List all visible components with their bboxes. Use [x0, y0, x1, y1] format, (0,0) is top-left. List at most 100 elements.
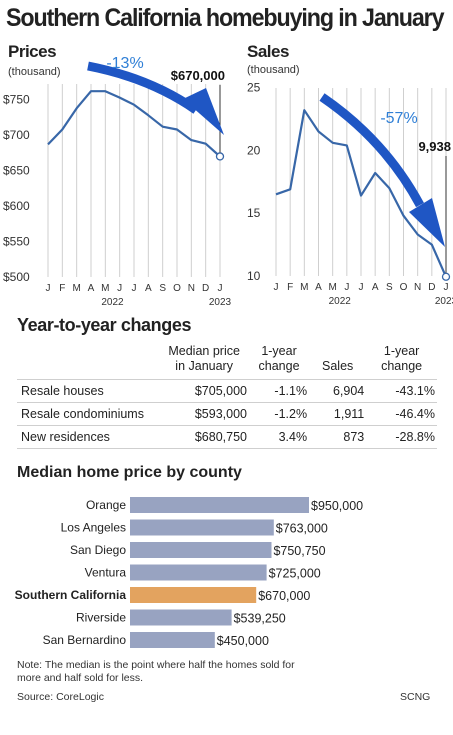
prices-chart-unit: (thousand)	[8, 66, 61, 78]
county-bar	[130, 519, 274, 536]
year-label: 2022	[101, 297, 124, 308]
x-tick-label: J	[117, 283, 122, 294]
table-cell: -43.1%	[366, 379, 437, 403]
county-value-label: $670,000	[258, 589, 310, 603]
x-tick-label: M	[328, 282, 336, 293]
x-tick-label: N	[414, 282, 421, 293]
sales-chart-unit: (thousand)	[247, 64, 300, 76]
table-cell: Resale houses	[17, 379, 160, 403]
county-value-label: $725,000	[269, 567, 321, 581]
table-cell: 1,911	[309, 402, 367, 426]
percent-change-label: -57%	[380, 110, 417, 127]
county-label: Orange	[86, 498, 126, 512]
year-label: 2022	[329, 296, 352, 307]
table-cell: 6,904	[309, 379, 367, 403]
x-tick-label: J	[274, 282, 279, 293]
x-tick-label: S	[386, 282, 393, 293]
x-tick-label: J	[46, 283, 51, 294]
percent-change-label: -13%	[106, 55, 143, 72]
table-cell: -28.8%	[366, 425, 437, 449]
x-tick-label: M	[101, 283, 109, 294]
series-line	[275, 109, 448, 278]
y-tick-label: 15	[247, 206, 261, 220]
y-tick-label: $600	[3, 199, 30, 213]
x-tick-label: M	[300, 282, 308, 293]
x-tick-label: J	[132, 283, 137, 294]
table-header: 1-year change	[381, 344, 423, 373]
x-tick-label: A	[88, 283, 95, 294]
county-label: Southern California	[15, 588, 127, 602]
x-tick-label: A	[315, 282, 322, 293]
y-tick-label: $750	[3, 93, 30, 107]
county-value-label: $750,750	[273, 544, 325, 558]
table-row: Resale houses $705,000 -1.1% 6,904 -43.1…	[17, 379, 437, 403]
table-header: Median price in January	[168, 344, 240, 373]
table-cell: -46.4%	[366, 402, 437, 426]
source-credit: Source: CoreLogic	[17, 691, 104, 703]
trend-arrow-head	[409, 198, 445, 247]
county-bar	[130, 587, 257, 603]
x-tick-label: O	[400, 282, 408, 293]
table-header	[17, 341, 159, 380]
county-label: San Diego	[70, 543, 126, 557]
end-value-label: $670,000	[171, 68, 225, 83]
table-cell: New residences	[17, 425, 160, 449]
county-bar-chart: Orange $950,000 Los Angeles $763,000 San Die…	[15, 497, 363, 648]
x-tick-label: F	[287, 282, 293, 293]
county-bar	[130, 497, 309, 513]
y-tick-label: $650	[3, 164, 30, 178]
series-line	[47, 90, 221, 158]
sales-chart: 10152025JFMAMJJASONDJ202220239,938-57%	[247, 81, 453, 307]
end-point-marker	[215, 152, 225, 161]
county-label: Riverside	[76, 611, 126, 625]
county-label: Los Angeles	[61, 521, 126, 535]
table-cell: $705,000	[159, 379, 249, 403]
table-cell: $593,000	[159, 402, 249, 426]
end-value-label: 9,938	[418, 139, 451, 154]
x-tick-label: A	[145, 283, 152, 294]
table-cell: Resale condominiums	[17, 402, 160, 426]
y-tick-label: 25	[247, 81, 261, 95]
table-header-row: Median price in January 1-year change Sa…	[17, 341, 437, 380]
x-tick-label: F	[59, 283, 65, 294]
sales-chart-title: Sales	[247, 42, 289, 61]
y-tick-label: $550	[3, 235, 30, 249]
changes-table: Median price in January 1-year change Sa…	[17, 341, 437, 449]
table-header: Sales	[322, 359, 354, 373]
footnote: Note: The median is the point where half…	[17, 659, 295, 684]
year-label: 2023	[435, 296, 453, 307]
county-bar	[130, 609, 232, 626]
y-tick-label: $500	[3, 270, 30, 284]
x-tick-label: A	[372, 282, 379, 293]
x-tick-label: D	[202, 283, 209, 294]
county-value-label: $539,250	[234, 612, 286, 626]
table-cell: -1.2%	[249, 402, 310, 426]
county-value-label: $950,000	[311, 499, 363, 513]
trend-arrow-head	[183, 88, 224, 135]
year-label: 2023	[209, 297, 232, 308]
trend-arrow-shaft	[319, 93, 424, 208]
table-title: Year-to-year changes	[17, 315, 192, 335]
x-tick-label: S	[159, 283, 166, 294]
x-tick-label: O	[173, 283, 181, 294]
table-cell: -1.1%	[249, 379, 310, 403]
y-tick-label: 20	[247, 143, 261, 157]
x-tick-label: N	[188, 283, 195, 294]
prices-chart-title: Prices	[8, 42, 57, 61]
county-label: San Bernardino	[43, 633, 127, 647]
end-point-marker	[441, 272, 451, 281]
table-row: Resale condominiums $593,000 -1.2% 1,911…	[17, 402, 437, 426]
table-cell: $680,750	[159, 425, 249, 449]
y-tick-label: $700	[3, 128, 30, 142]
county-bar	[130, 632, 215, 648]
x-tick-label: D	[428, 282, 435, 293]
x-tick-label: J	[444, 282, 449, 293]
county-value-label: $763,000	[276, 522, 328, 536]
x-tick-label: J	[359, 282, 364, 293]
county-chart-title: Median home price by county	[17, 464, 242, 481]
table-cell: 3.4%	[249, 425, 310, 449]
publisher-credit: SCNG	[400, 691, 431, 703]
county-value-label: $450,000	[217, 634, 269, 648]
county-label: Ventura	[85, 566, 127, 580]
